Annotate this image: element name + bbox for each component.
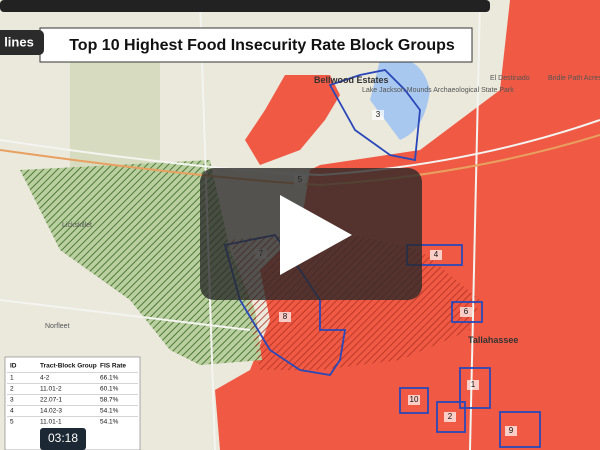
area-number: 8 [283,312,288,321]
lake [370,58,430,140]
table-cell: 11.01-2 [40,386,62,393]
place-label: Norfleet [45,323,70,330]
table-cell: 5 [10,419,14,426]
area-number: 1 [471,380,476,389]
table-cell: 2 [10,386,14,393]
table-header: Tract-Block Group [40,363,97,370]
table-cell: 58.7% [100,397,119,404]
area-marker [430,250,442,260]
place-label: Bellwood Estates [314,75,389,85]
map-title: Top 10 Highest Food Insecurity Rate Bloc… [69,37,455,54]
table-cell: 3 [10,397,14,404]
place-label: El Destinado [490,75,530,82]
table-cell: 4 [10,408,14,415]
timestamp: 03:18 [48,431,78,445]
area-number: 2 [448,412,453,421]
area-marker [467,380,479,390]
area-marker [505,426,517,436]
top-bar [0,0,490,12]
table-cell: 1 [10,375,14,382]
area-marker [460,307,472,317]
high-insecurity-area [245,75,340,165]
area-number: 4 [434,250,439,259]
park [70,60,160,170]
area-number: 10 [410,395,419,404]
table-cell: 66.1% [100,375,119,382]
table-header: FIS Rate [100,363,126,370]
area-number: 9 [509,426,514,435]
area-marker [372,110,384,120]
table-cell: 54.1% [100,419,119,426]
badge-text: lines [4,34,34,49]
area-marker [444,412,456,422]
place-label: Tallahassee [468,335,518,345]
area-number: 6 [464,307,469,316]
table-cell: 60.1% [100,386,119,393]
place-label: Lickskillet [62,222,92,229]
place-label: Lake Jackson Mounds Archaeological State… [362,87,514,94]
place-label: Bridle Path Acres [548,75,600,82]
play-icon[interactable] [280,195,352,275]
block-group-outlines [223,69,541,448]
table-cell: 14.02-3 [40,408,62,415]
table-cell: 4-2 [40,375,50,382]
area-marker [408,395,420,405]
timestamp-box [40,428,86,450]
title-box [39,27,473,63]
table-cell: 22.07-1 [40,397,62,404]
badge[interactable] [0,30,44,55]
area-number: 3 [376,110,381,119]
area-marker [279,312,291,322]
table-header: ID [10,363,17,370]
table-cell: 11.01-1 [40,419,62,426]
table-cell: 54.1% [100,408,119,415]
